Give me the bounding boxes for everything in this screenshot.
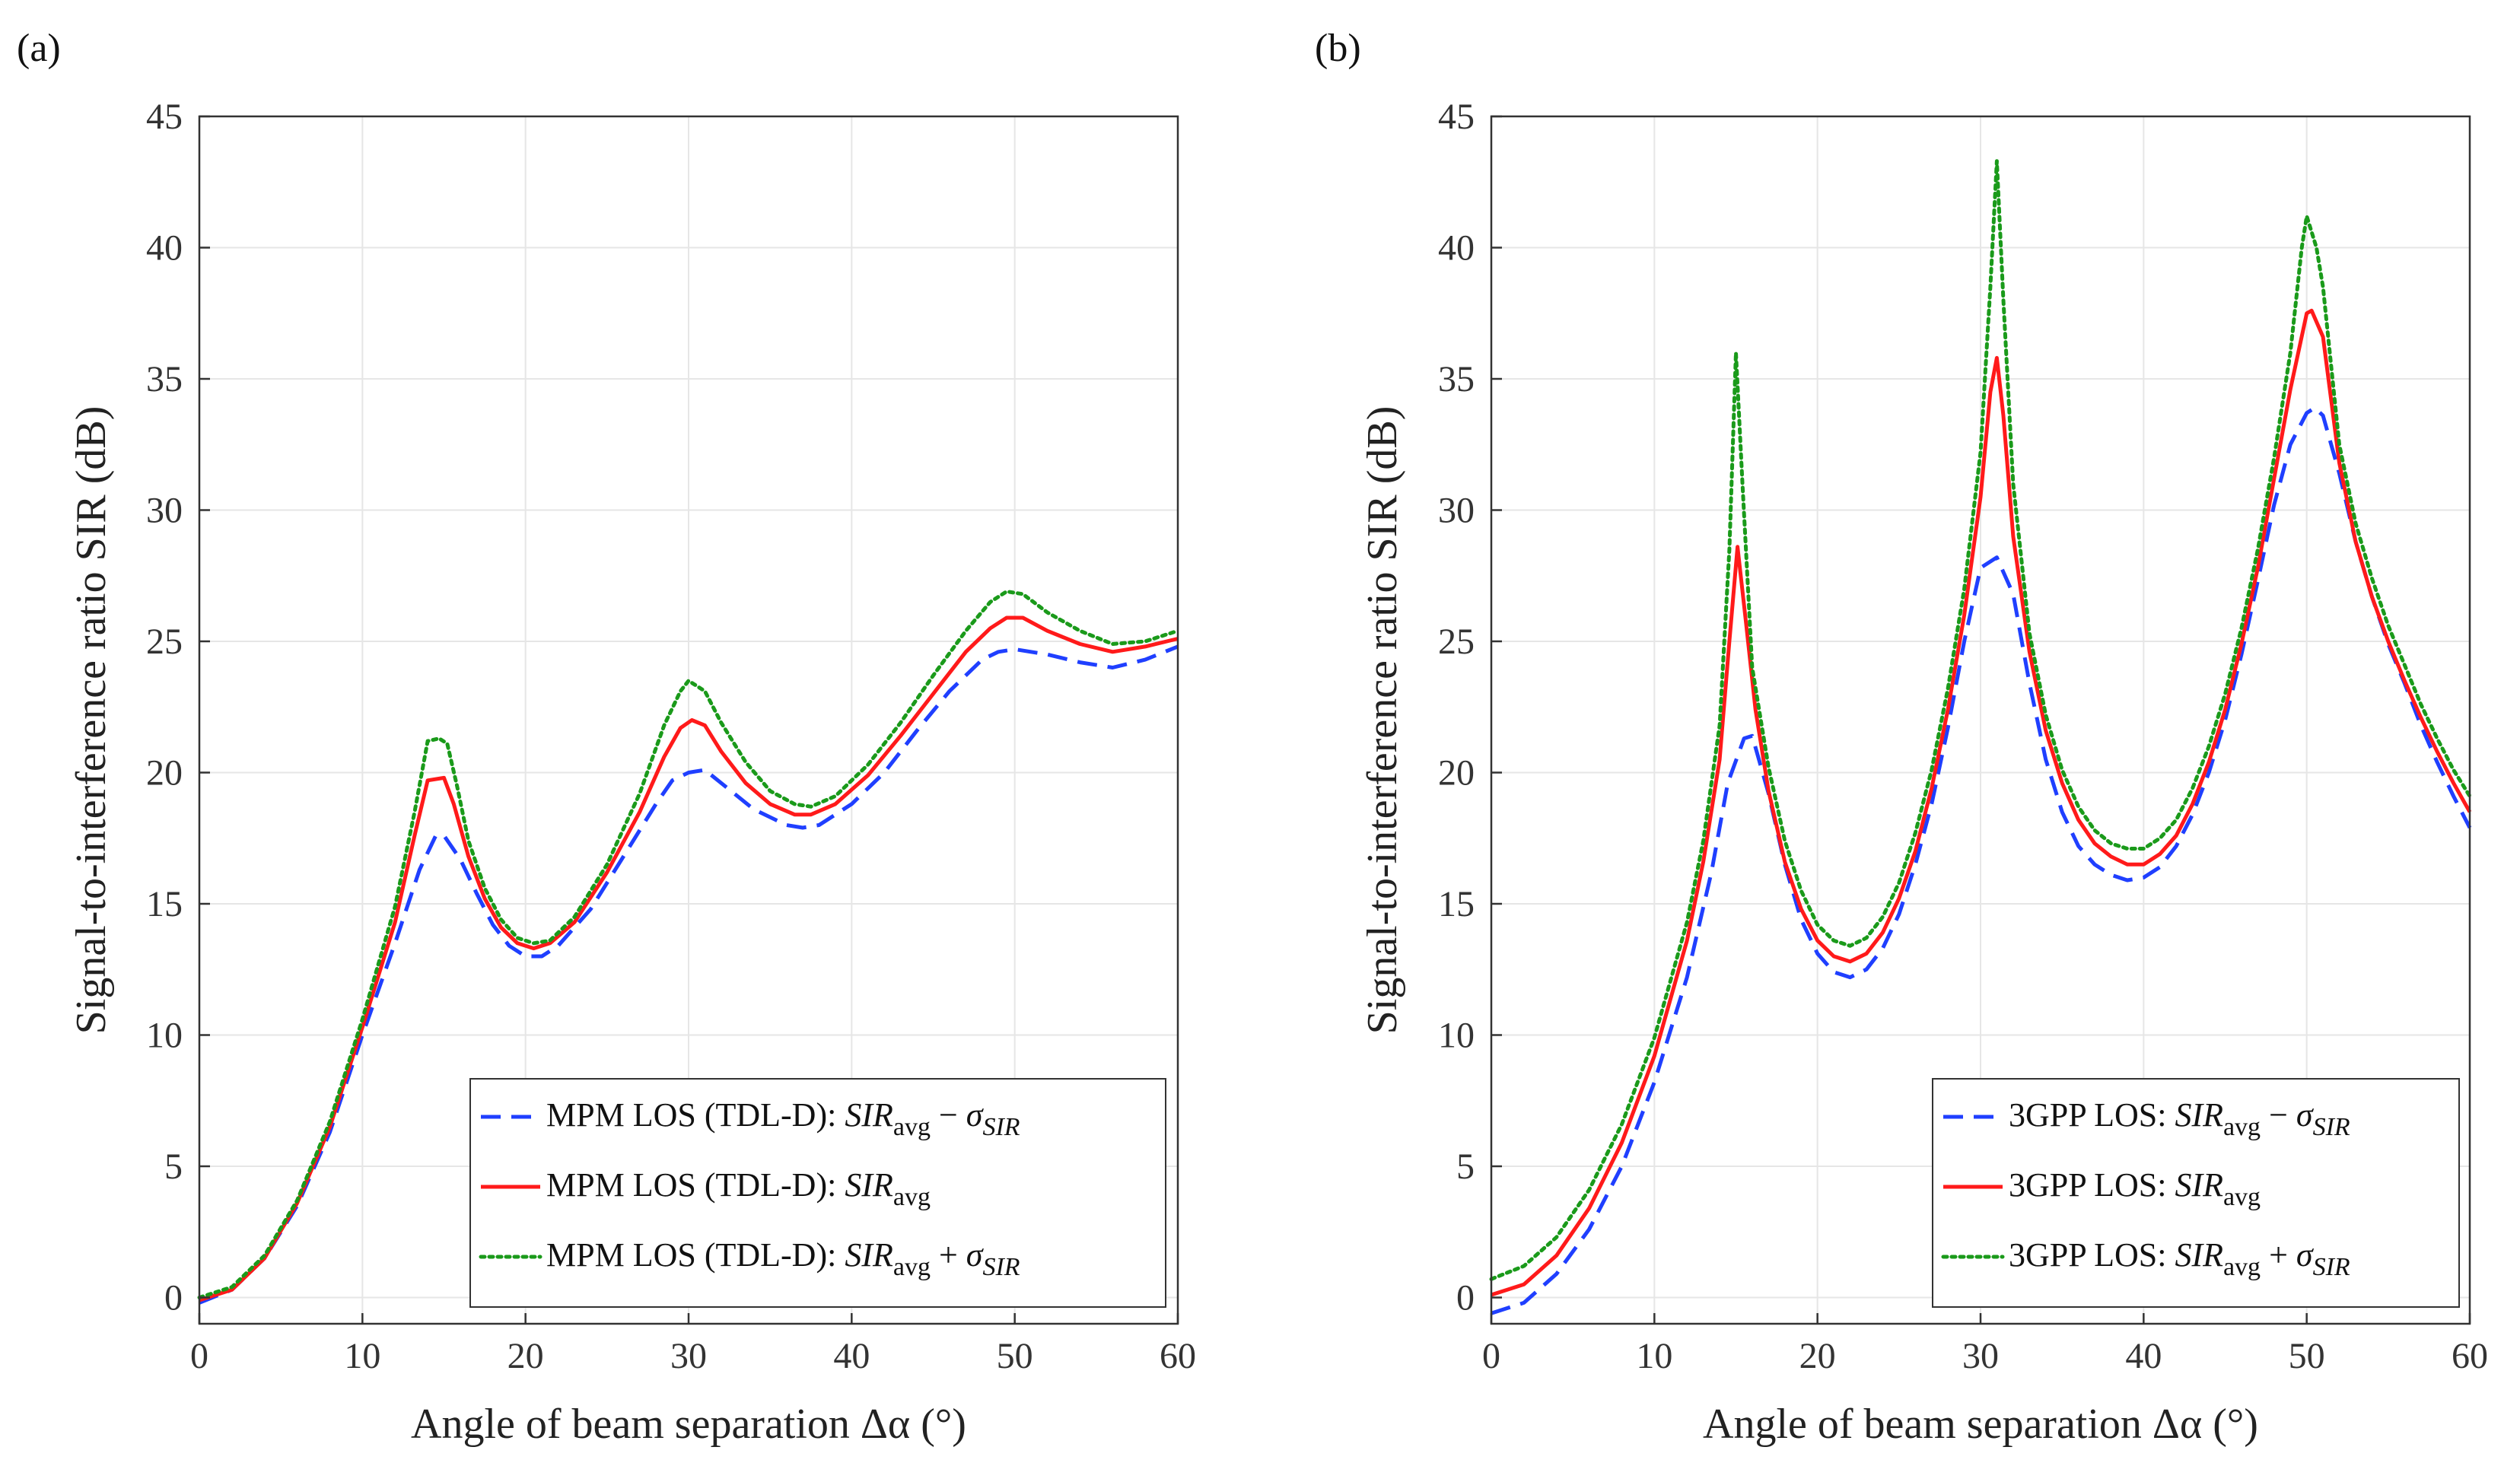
y-tick-label: 20 bbox=[146, 753, 183, 793]
legend-text-part: − bbox=[2261, 1096, 2296, 1134]
series-line-dotted bbox=[197, 590, 1180, 1299]
legend-text-part: SIR bbox=[2175, 1166, 2223, 1204]
legend-text-part: SIR bbox=[2175, 1096, 2223, 1134]
x-tick-label: 10 bbox=[344, 1336, 380, 1376]
y-tick-label: 5 bbox=[164, 1146, 183, 1187]
legend-text-part: SIR bbox=[982, 1113, 1020, 1141]
legend-text-part: σ bbox=[2296, 1096, 2315, 1134]
x-tick-label: 40 bbox=[833, 1336, 870, 1376]
legend-text-part: avg bbox=[893, 1253, 931, 1281]
x-tick-label: 20 bbox=[508, 1336, 544, 1376]
y-tick-label: 10 bbox=[146, 1016, 183, 1056]
x-tick-label: 0 bbox=[1482, 1336, 1500, 1376]
y-tick-label: 30 bbox=[146, 491, 183, 531]
legend-text-part: SIR bbox=[2313, 1113, 2350, 1141]
y-tick-label: 45 bbox=[146, 97, 183, 137]
x-tick-label: 40 bbox=[2125, 1336, 2162, 1376]
legend-box bbox=[469, 1078, 1166, 1308]
series-line-dashed bbox=[199, 644, 1179, 1305]
legend-text-part: SIR bbox=[845, 1236, 893, 1274]
y-tick-label: 0 bbox=[164, 1278, 183, 1318]
x-tick-label: 60 bbox=[1160, 1336, 1196, 1376]
panel-a: (a) 0 10 20 30 40 50 60 0 5 10 15 20 25 30 35 40 45 Angle … bbox=[17, 27, 1196, 1448]
x-axis-label: Angle of beam separation Δα (°) bbox=[411, 1401, 966, 1448]
legend-text-part: SIR bbox=[2313, 1253, 2350, 1281]
legend-text-part: SIR bbox=[982, 1253, 1020, 1281]
y-tick-label: 15 bbox=[1438, 884, 1475, 924]
legend-text: 3GPP LOS: SIRavg + σSIR bbox=[2009, 1236, 2350, 1281]
y-tick-label: 5 bbox=[1456, 1146, 1475, 1187]
x-tick-label: 0 bbox=[190, 1336, 208, 1376]
legend-text-part: 3GPP LOS: bbox=[2009, 1096, 2175, 1134]
series-line-dashed bbox=[1491, 405, 2472, 1315]
legend-text-part: avg bbox=[893, 1183, 931, 1211]
x-axis-label: Angle of beam separation Δα (°) bbox=[1703, 1401, 2258, 1448]
y-tick-label: 25 bbox=[1438, 622, 1475, 662]
panel-label: (a) bbox=[17, 27, 61, 70]
legend-text: 3GPP LOS: SIRavg − σSIR bbox=[2009, 1096, 2350, 1141]
legend-text-part: MPM LOS (TDL-D): bbox=[546, 1236, 845, 1274]
y-tick-label: 35 bbox=[1438, 359, 1475, 399]
x-tick-label: 30 bbox=[670, 1336, 707, 1376]
legend-text-part: σ bbox=[966, 1096, 985, 1134]
legend-text-part: SIR bbox=[2175, 1236, 2223, 1274]
legend-text-part: SIR bbox=[845, 1096, 893, 1134]
x-tick-label: 60 bbox=[2452, 1336, 2488, 1376]
legend-text-part: avg bbox=[2223, 1113, 2261, 1141]
panel-label: (b) bbox=[1315, 27, 1361, 70]
y-axis-label: Signal-to-interference ratio SIR (dB) bbox=[68, 406, 115, 1035]
legend-text-part: σ bbox=[2296, 1236, 2315, 1274]
y-tick-label: 20 bbox=[1438, 753, 1475, 793]
series-line-solid bbox=[1491, 308, 2472, 1297]
x-tick-label: 10 bbox=[1636, 1336, 1672, 1376]
legend-text-part: avg bbox=[2223, 1253, 2261, 1281]
x-tick-label: 20 bbox=[1799, 1336, 1836, 1376]
legend-text-part: − bbox=[931, 1096, 966, 1134]
legend-text-part: avg bbox=[2223, 1183, 2261, 1211]
x-tick-label: 50 bbox=[2289, 1336, 2325, 1376]
y-tick-label: 10 bbox=[1438, 1016, 1475, 1056]
x-tick-label: 50 bbox=[997, 1336, 1033, 1376]
legend-text-part: MPM LOS (TDL-D): bbox=[546, 1096, 845, 1134]
legend-text: MPM LOS (TDL-D): SIRavg bbox=[546, 1166, 931, 1211]
y-axis-label: Signal-to-interference ratio SIR (dB) bbox=[1359, 406, 1406, 1035]
legend-text-part: SIR bbox=[845, 1166, 893, 1204]
x-tick-label: 30 bbox=[1962, 1336, 1999, 1376]
y-tick-label: 40 bbox=[1438, 228, 1475, 269]
y-tick-label: 40 bbox=[146, 228, 183, 269]
legend-text-part: + bbox=[2261, 1236, 2296, 1274]
y-tick-label: 0 bbox=[1456, 1278, 1475, 1318]
y-tick-label: 45 bbox=[1438, 97, 1475, 137]
series-line-dotted bbox=[1489, 159, 2472, 1281]
legend-text-part: σ bbox=[966, 1236, 985, 1274]
legend-text-part: 3GPP LOS: bbox=[2009, 1166, 2175, 1204]
y-tick-label: 35 bbox=[146, 359, 183, 399]
legend-text: MPM LOS (TDL-D): SIRavg − σSIR bbox=[546, 1096, 1020, 1141]
legend-text: MPM LOS (TDL-D): SIRavg + σSIR bbox=[546, 1236, 1020, 1281]
y-tick-label: 15 bbox=[146, 884, 183, 924]
panel-b: (b) 0 10 20 30 40 50 60 0 5 10 15 20 25 30 35 40 45 Angle … bbox=[1315, 27, 2488, 1448]
legend-text-part: 3GPP LOS: bbox=[2009, 1236, 2175, 1274]
series-line-solid bbox=[199, 615, 1179, 1302]
legend-text-part: MPM LOS (TDL-D): bbox=[546, 1166, 845, 1204]
legend-text-part: avg bbox=[893, 1113, 931, 1141]
legend-text: 3GPP LOS: SIRavg bbox=[2009, 1166, 2261, 1211]
legend-text-part: + bbox=[931, 1236, 966, 1274]
y-tick-label: 30 bbox=[1438, 491, 1475, 531]
legend-box bbox=[1932, 1078, 2460, 1308]
y-tick-label: 25 bbox=[146, 622, 183, 662]
